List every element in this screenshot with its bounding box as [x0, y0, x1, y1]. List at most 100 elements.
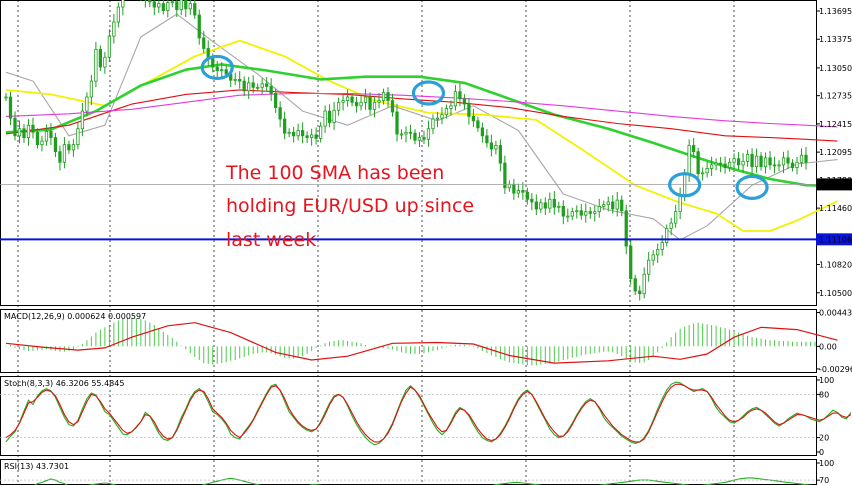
candle-body	[40, 140, 44, 146]
candle-body	[435, 117, 440, 120]
candle-body	[485, 135, 489, 144]
candle-body	[148, 0, 152, 3]
candle-body	[98, 48, 103, 68]
highlight-circle	[668, 172, 702, 198]
candle-body	[404, 131, 408, 135]
candle-body	[202, 37, 206, 49]
candle-body	[512, 183, 516, 194]
period-separators	[17, 0, 735, 485]
candle-body	[345, 96, 350, 101]
candle-body	[754, 155, 759, 168]
candle-body	[584, 211, 588, 216]
annotation-text: The 100 SMA has been holding EUR/USD up …	[225, 162, 474, 251]
candle-body	[426, 128, 431, 140]
candle-body	[799, 154, 804, 163]
candle-body	[521, 190, 525, 193]
candle-body	[444, 108, 449, 116]
candle-body	[390, 100, 395, 113]
candle-body	[741, 160, 745, 166]
candle-body	[642, 273, 646, 295]
price-tick-label: 1.11460	[819, 204, 852, 213]
candle-body	[305, 135, 309, 138]
candle-body	[417, 137, 422, 141]
candle-body	[692, 145, 696, 153]
candle-body	[301, 130, 305, 137]
support-price-tag	[816, 233, 852, 246]
candle-body	[575, 210, 579, 213]
candle-body	[265, 83, 269, 87]
macd-panel: MACD(12,26,9) 0.000624 0.000597 0.004435…	[4, 309, 852, 374]
panel-frame-macd	[0, 309, 817, 373]
candle-body	[660, 242, 664, 250]
annotation-line-2: holding EUR/USD up since	[226, 195, 474, 217]
candle-body	[103, 56, 107, 68]
candle-body	[602, 204, 606, 207]
candle-body	[763, 157, 768, 168]
candle-body	[292, 131, 296, 137]
price-panel: 1.13695 1.13375 1.13050 1.12735 1.12415 1.120…	[0, 0, 852, 301]
candle-body	[368, 96, 372, 110]
candle-body	[539, 202, 543, 210]
candle-body	[363, 96, 368, 103]
price-tick-label: 1.13695	[819, 7, 852, 16]
candle-body	[674, 211, 678, 224]
candle-body	[26, 124, 31, 138]
candle-body	[777, 164, 781, 167]
candle-body	[215, 66, 219, 71]
candle-body	[233, 78, 237, 81]
stochastic-signal-line	[5, 383, 852, 443]
candle-body	[408, 131, 413, 134]
candle-body	[606, 201, 610, 205]
candle-body	[381, 92, 386, 101]
candle-body	[260, 83, 264, 88]
candle-body	[197, 14, 201, 39]
candle-body	[781, 157, 786, 166]
candle-body	[588, 211, 592, 214]
candle-body	[184, 0, 188, 10]
candle-body	[224, 69, 228, 75]
candle-body	[790, 162, 795, 168]
price-tick-label: 1.12735	[819, 92, 852, 101]
stochastic-title: Stoch(8,3,3) 46.3206 55.4845	[4, 379, 124, 388]
candle-body	[238, 78, 242, 82]
candle-body	[566, 215, 570, 218]
candle-body	[471, 116, 476, 122]
macd-tick-label: -0.002968	[819, 365, 852, 374]
candle-body	[440, 114, 444, 119]
candle-body	[629, 245, 633, 280]
candle-body	[768, 157, 772, 166]
candle-body	[413, 132, 417, 141]
candle-body	[651, 254, 655, 261]
candle-body	[188, 3, 192, 10]
rsi-panel: RSI(13) 43.7301 100 70	[0, 459, 834, 485]
price-tick-label: 1.12095	[819, 148, 852, 157]
candle-body	[242, 80, 246, 92]
stochastic-panel: Stoch(8,3,3) 46.3206 55.4845 100 80 20 0	[0, 376, 852, 457]
candle-body	[476, 120, 480, 129]
candle-body	[615, 199, 619, 210]
candle-body	[543, 202, 547, 209]
candle-body	[530, 198, 534, 203]
candle-body	[350, 96, 354, 103]
candle-body	[152, 1, 156, 8]
candle-body	[597, 205, 601, 213]
price-tick-label: 1.12415	[819, 120, 852, 129]
candle-body	[669, 222, 673, 229]
candle-body	[372, 101, 377, 110]
candle-body	[557, 205, 561, 208]
price-tick-label: 1.13375	[819, 35, 852, 44]
candle-body	[786, 157, 790, 164]
annotation-line-3: last week	[226, 229, 316, 251]
candle-body	[723, 163, 727, 168]
candle-body	[458, 91, 462, 100]
candle-body	[53, 137, 58, 153]
candle-body	[795, 161, 799, 168]
candle-body	[449, 105, 453, 109]
candle-body	[633, 278, 637, 292]
candle-body	[705, 168, 709, 174]
macd-tick-label: 0.004435	[819, 309, 852, 318]
candle-body	[112, 21, 116, 37]
candle-body	[525, 191, 529, 200]
rsi-axis: 100 70	[816, 459, 834, 485]
